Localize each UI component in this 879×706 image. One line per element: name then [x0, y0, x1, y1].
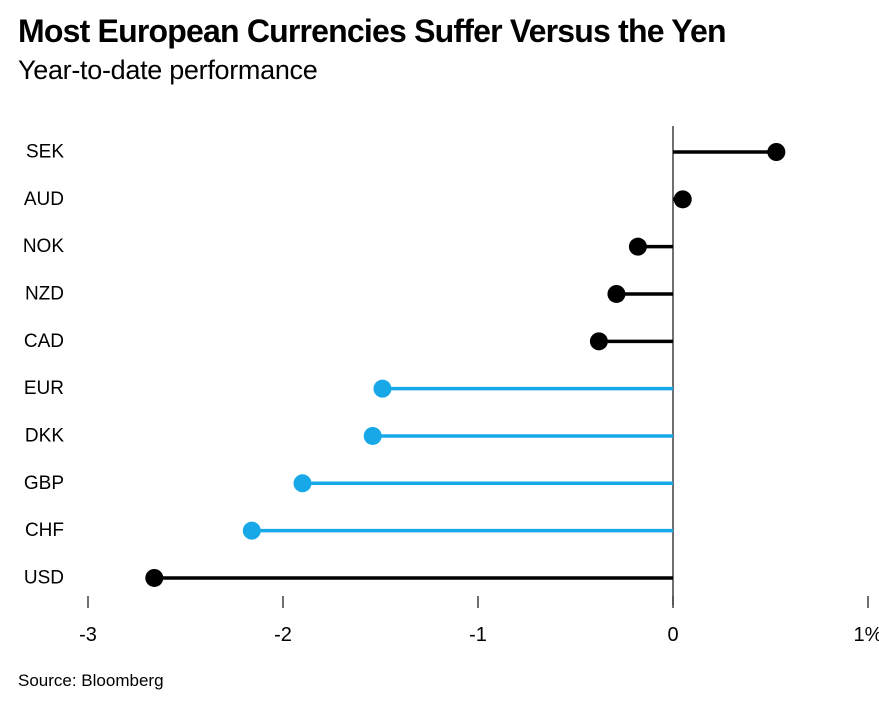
- row-label-nok: NOK: [23, 236, 65, 257]
- chart-title: Most European Currencies Suffer Versus t…: [18, 13, 727, 49]
- row-label-eur: EUR: [24, 378, 64, 399]
- dot-nok: [628, 237, 647, 256]
- dot-cad: [589, 332, 608, 351]
- dot-nzd: [607, 284, 626, 303]
- chart-subtitle: Year-to-date performance: [18, 55, 318, 85]
- x-tick-label--3: -3: [79, 624, 97, 646]
- row-label-chf: CHF: [25, 520, 64, 541]
- row-label-aud: AUD: [24, 189, 64, 210]
- x-tick-label-0: 0: [667, 624, 678, 646]
- x-tick-label--1: -1: [469, 624, 487, 646]
- dot-gbp: [293, 474, 312, 493]
- row-label-usd: USD: [24, 567, 64, 588]
- row-label-sek: SEK: [26, 142, 64, 163]
- dot-eur: [373, 379, 392, 398]
- row-label-gbp: GBP: [24, 473, 64, 494]
- dot-sek: [767, 143, 786, 161]
- x-tick-label--2: -2: [274, 624, 292, 646]
- dot-aud: [673, 190, 692, 209]
- dot-dkk: [363, 426, 382, 445]
- dot-usd: [145, 568, 164, 587]
- dot-chf: [242, 521, 261, 540]
- x-tick-label-1: 1%: [854, 624, 879, 646]
- source-note: Source: Bloomberg: [18, 671, 164, 690]
- row-label-dkk: DKK: [25, 425, 64, 446]
- row-label-cad: CAD: [24, 331, 64, 352]
- row-label-nzd: NZD: [25, 283, 64, 304]
